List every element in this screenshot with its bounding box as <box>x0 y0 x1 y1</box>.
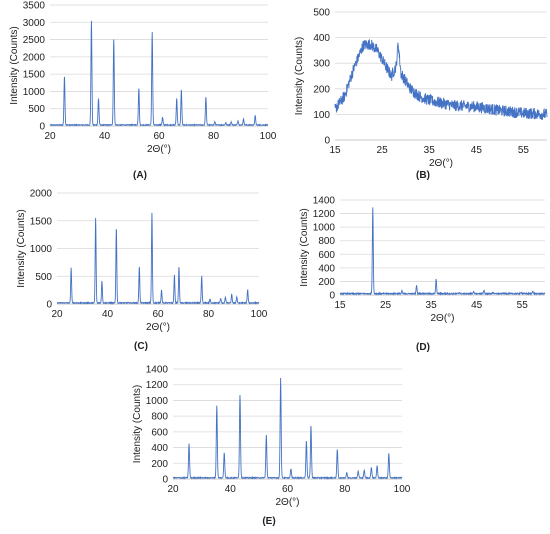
y-tick-label: 1000 <box>313 223 336 234</box>
y-tick-label: 800 <box>318 236 335 247</box>
diffraction-series-line <box>49 20 269 127</box>
x-axis-label: 2Θ(°) <box>276 497 300 508</box>
y-tick-label: 1200 <box>313 209 336 220</box>
x-tick-label: 80 <box>339 484 351 495</box>
x-tick-label: 25 <box>377 145 389 156</box>
panel-label: (C) <box>134 341 148 352</box>
x-tick-label: 100 <box>251 309 268 320</box>
y-axis-label: Intensity (Counts) <box>299 208 310 286</box>
x-tick-label: 60 <box>152 309 164 320</box>
y-tick-label: 100 <box>313 110 330 121</box>
x-tick-label: 45 <box>471 145 483 156</box>
x-tick-label: 60 <box>282 484 294 495</box>
y-tick-label: 1400 <box>313 196 336 207</box>
y-tick-label: 0 <box>329 291 335 302</box>
x-tick-label: 40 <box>102 309 114 320</box>
panel-label: (B) <box>416 170 430 181</box>
y-axis-label: Intensity (Counts) <box>16 209 27 287</box>
y-tick-label: 600 <box>318 250 335 261</box>
y-tick-label: 400 <box>151 443 168 454</box>
x-tick-label: 40 <box>99 131 111 142</box>
y-tick-label: 500 <box>313 8 330 19</box>
x-axis-label: 2Θ(°) <box>429 158 453 169</box>
y-tick-label: 1400 <box>146 365 169 376</box>
y-tick-label: 0 <box>39 122 45 133</box>
y-tick-label: 3000 <box>23 18 46 29</box>
x-tick-label: 80 <box>208 131 220 142</box>
x-tick-label: 20 <box>51 309 63 320</box>
x-tick-label: 55 <box>517 300 529 311</box>
xrd-panel-3: 0 500 1000 1500 2000 20 40 60 80 100 2Θ(°) Intensit… <box>16 189 268 353</box>
x-tick-label: 15 <box>329 145 341 156</box>
y-axis-label: Intensity (Counts) <box>294 37 305 115</box>
x-axis-label: 2Θ(°) <box>431 313 455 324</box>
y-tick-label: 2000 <box>30 189 53 200</box>
y-tick-label: 0 <box>46 300 52 311</box>
y-tick-label: 1200 <box>146 380 169 391</box>
y-tick-label: 500 <box>35 272 52 283</box>
x-tick-label: 20 <box>167 484 179 495</box>
y-tick-label: 800 <box>151 412 168 423</box>
x-tick-label: 45 <box>471 300 483 311</box>
x-tick-label: 100 <box>260 131 277 142</box>
x-tick-label: 15 <box>334 300 346 311</box>
panel-label: (A) <box>133 170 147 181</box>
y-tick-label: 200 <box>318 277 335 288</box>
y-axis-label: Intensity (Counts) <box>9 26 20 104</box>
x-axis-label: 2Θ(°) <box>147 144 171 155</box>
x-tick-label: 35 <box>424 145 436 156</box>
y-tick-label: 1000 <box>30 244 53 255</box>
x-tick-label: 40 <box>225 484 237 495</box>
x-tick-label: 60 <box>153 131 165 142</box>
y-tick-label: 2000 <box>23 52 46 63</box>
x-tick-label: 35 <box>426 300 438 311</box>
x-tick-label: 80 <box>203 309 215 320</box>
y-tick-label: 400 <box>318 263 335 274</box>
y-tick-label: 500 <box>28 104 45 115</box>
y-tick-label: 2500 <box>23 35 46 46</box>
xrd-panel-2: 0 100 200 300 400 500 15 25 35 45 55 2Θ(°) Intensity… <box>294 8 548 181</box>
y-tick-label: 600 <box>151 427 168 438</box>
panel-label: (E) <box>262 516 275 527</box>
y-tick-label: 400 <box>313 33 330 44</box>
y-tick-label: 1000 <box>23 87 46 98</box>
panel-label: (D) <box>416 342 430 353</box>
x-tick-label: 55 <box>518 145 530 156</box>
diffraction-series-line <box>56 212 260 305</box>
y-axis-label: Intensity (Counts) <box>132 385 143 463</box>
xrd-panel-1: 0 500 1000 1500 2000 2500 3000 3500 20 40 60 80 100 2… <box>9 1 277 182</box>
x-tick-label: 25 <box>380 300 392 311</box>
y-tick-label: 0 <box>162 475 168 486</box>
y-tick-label: 1000 <box>146 396 169 407</box>
y-tick-label: 1500 <box>23 70 46 81</box>
y-tick-label: 300 <box>313 59 330 70</box>
x-tick-label: 20 <box>44 131 56 142</box>
diffraction-series-line <box>172 378 403 480</box>
y-tick-label: 200 <box>151 459 168 470</box>
x-axis-label: 2Θ(°) <box>146 322 170 333</box>
diffraction-series-line <box>334 39 548 120</box>
xrd-panel-4: 0 200 400 600 800 1000 1200 1400 15 25 35 45 55 2Θ(°)… <box>299 196 546 353</box>
y-tick-label: 1500 <box>30 216 53 227</box>
y-tick-label: 3500 <box>23 1 46 12</box>
y-tick-label: 200 <box>313 84 330 95</box>
y-tick-label: 0 <box>324 136 330 147</box>
x-tick-label: 100 <box>394 484 411 495</box>
xrd-panel-5: 0 200 400 600 800 1000 1200 1400 20 40 60 80 100 2Θ(°… <box>132 365 411 528</box>
diffraction-series-line <box>339 207 546 296</box>
